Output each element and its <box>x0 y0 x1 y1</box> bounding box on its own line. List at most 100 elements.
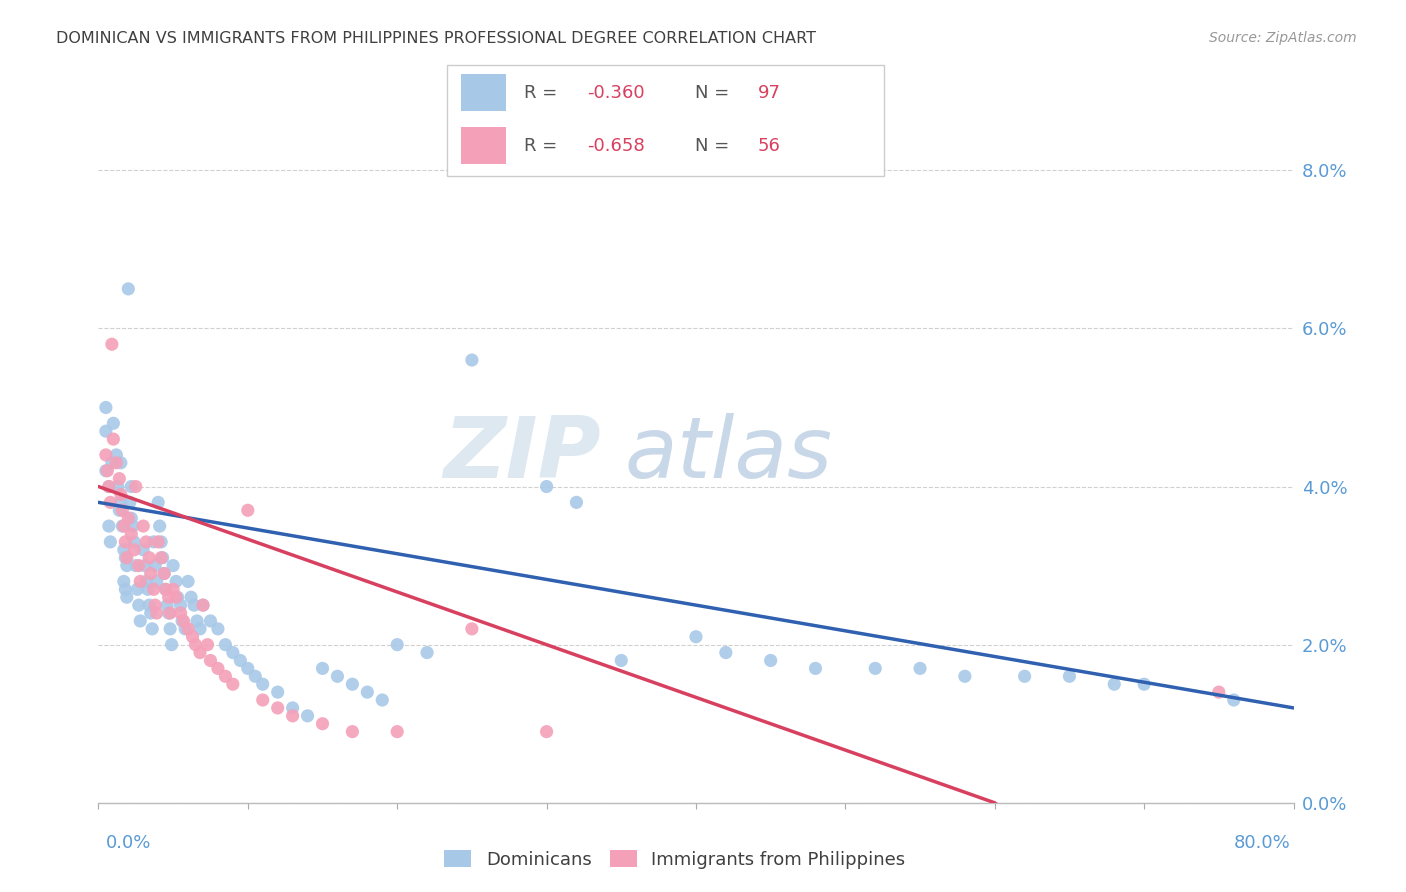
Point <box>100 495 122 509</box>
Point <box>101 337 124 351</box>
Point <box>252 693 274 707</box>
Point <box>139 566 162 581</box>
Text: ZIP: ZIP <box>443 413 600 497</box>
Point <box>188 622 211 636</box>
Point <box>165 591 187 605</box>
Point <box>135 574 157 589</box>
Point <box>148 534 170 549</box>
Point <box>191 598 214 612</box>
Point <box>155 582 177 597</box>
Point <box>112 574 135 589</box>
Point <box>536 479 558 493</box>
Point <box>1014 669 1036 683</box>
Text: -0.658: -0.658 <box>586 137 644 155</box>
Point <box>112 542 135 557</box>
Point <box>94 401 117 415</box>
Point <box>236 661 259 675</box>
Point <box>222 646 245 660</box>
Point <box>153 566 176 581</box>
Point <box>536 724 558 739</box>
Point <box>174 622 197 636</box>
Point <box>1208 685 1230 699</box>
Text: -0.360: -0.360 <box>586 84 644 102</box>
Point <box>1223 693 1246 707</box>
Point <box>865 661 887 675</box>
Point <box>150 550 173 565</box>
Point <box>96 464 118 478</box>
Point <box>145 606 167 620</box>
Point <box>127 582 149 597</box>
Point <box>124 534 146 549</box>
Point <box>112 519 135 533</box>
Point <box>416 646 439 660</box>
Text: DOMINICAN VS IMMIGRANTS FROM PHILIPPINES PROFESSIONAL DEGREE CORRELATION CHART: DOMINICAN VS IMMIGRANTS FROM PHILIPPINES… <box>56 31 817 46</box>
Point <box>105 456 128 470</box>
Point <box>124 542 146 557</box>
Text: 97: 97 <box>758 84 780 102</box>
Point <box>145 574 167 589</box>
Point <box>804 661 827 675</box>
Text: Source: ZipAtlas.com: Source: ZipAtlas.com <box>1209 31 1357 45</box>
Point <box>157 606 180 620</box>
Point <box>111 503 134 517</box>
Point <box>108 503 131 517</box>
Point <box>152 550 174 565</box>
Point <box>1133 677 1156 691</box>
Point <box>342 677 364 691</box>
Point <box>114 550 136 565</box>
Point <box>115 558 138 573</box>
Point <box>132 542 155 557</box>
Point <box>143 558 166 573</box>
Point <box>138 550 160 565</box>
Point <box>115 550 138 565</box>
Point <box>173 614 195 628</box>
Point <box>311 716 333 731</box>
Point <box>108 472 131 486</box>
Point <box>139 606 162 620</box>
Point <box>186 614 208 628</box>
Point <box>125 479 148 493</box>
Point <box>342 724 364 739</box>
Point <box>326 669 349 683</box>
FancyBboxPatch shape <box>461 128 506 164</box>
Point <box>150 534 173 549</box>
Point <box>128 598 150 612</box>
Point <box>281 708 304 723</box>
Point <box>142 534 165 549</box>
Point <box>184 638 207 652</box>
Point <box>100 534 122 549</box>
Point <box>165 574 187 589</box>
Point <box>267 701 290 715</box>
Point <box>197 638 219 652</box>
Point <box>129 614 152 628</box>
Point <box>105 448 128 462</box>
Point <box>214 669 236 683</box>
Point <box>222 677 245 691</box>
Point <box>311 661 333 675</box>
Point <box>191 598 214 612</box>
Legend: Dominicans, Immigrants from Philippines: Dominicans, Immigrants from Philippines <box>437 843 912 876</box>
Point <box>107 479 129 493</box>
Point <box>181 630 204 644</box>
Point <box>110 456 132 470</box>
Point <box>461 622 484 636</box>
Text: N =: N = <box>695 84 735 102</box>
Point <box>120 511 142 525</box>
Point <box>117 282 139 296</box>
Point <box>177 622 200 636</box>
Point <box>143 598 166 612</box>
Point <box>1059 669 1081 683</box>
Point <box>114 534 136 549</box>
Point <box>610 653 633 667</box>
Point <box>207 622 229 636</box>
Text: 56: 56 <box>758 137 780 155</box>
Point <box>94 464 117 478</box>
Point <box>267 685 290 699</box>
Point <box>135 534 157 549</box>
Point <box>117 511 139 525</box>
Point <box>229 653 252 667</box>
Point <box>297 708 319 723</box>
Point <box>214 638 236 652</box>
Point <box>371 693 394 707</box>
Point <box>97 479 120 493</box>
